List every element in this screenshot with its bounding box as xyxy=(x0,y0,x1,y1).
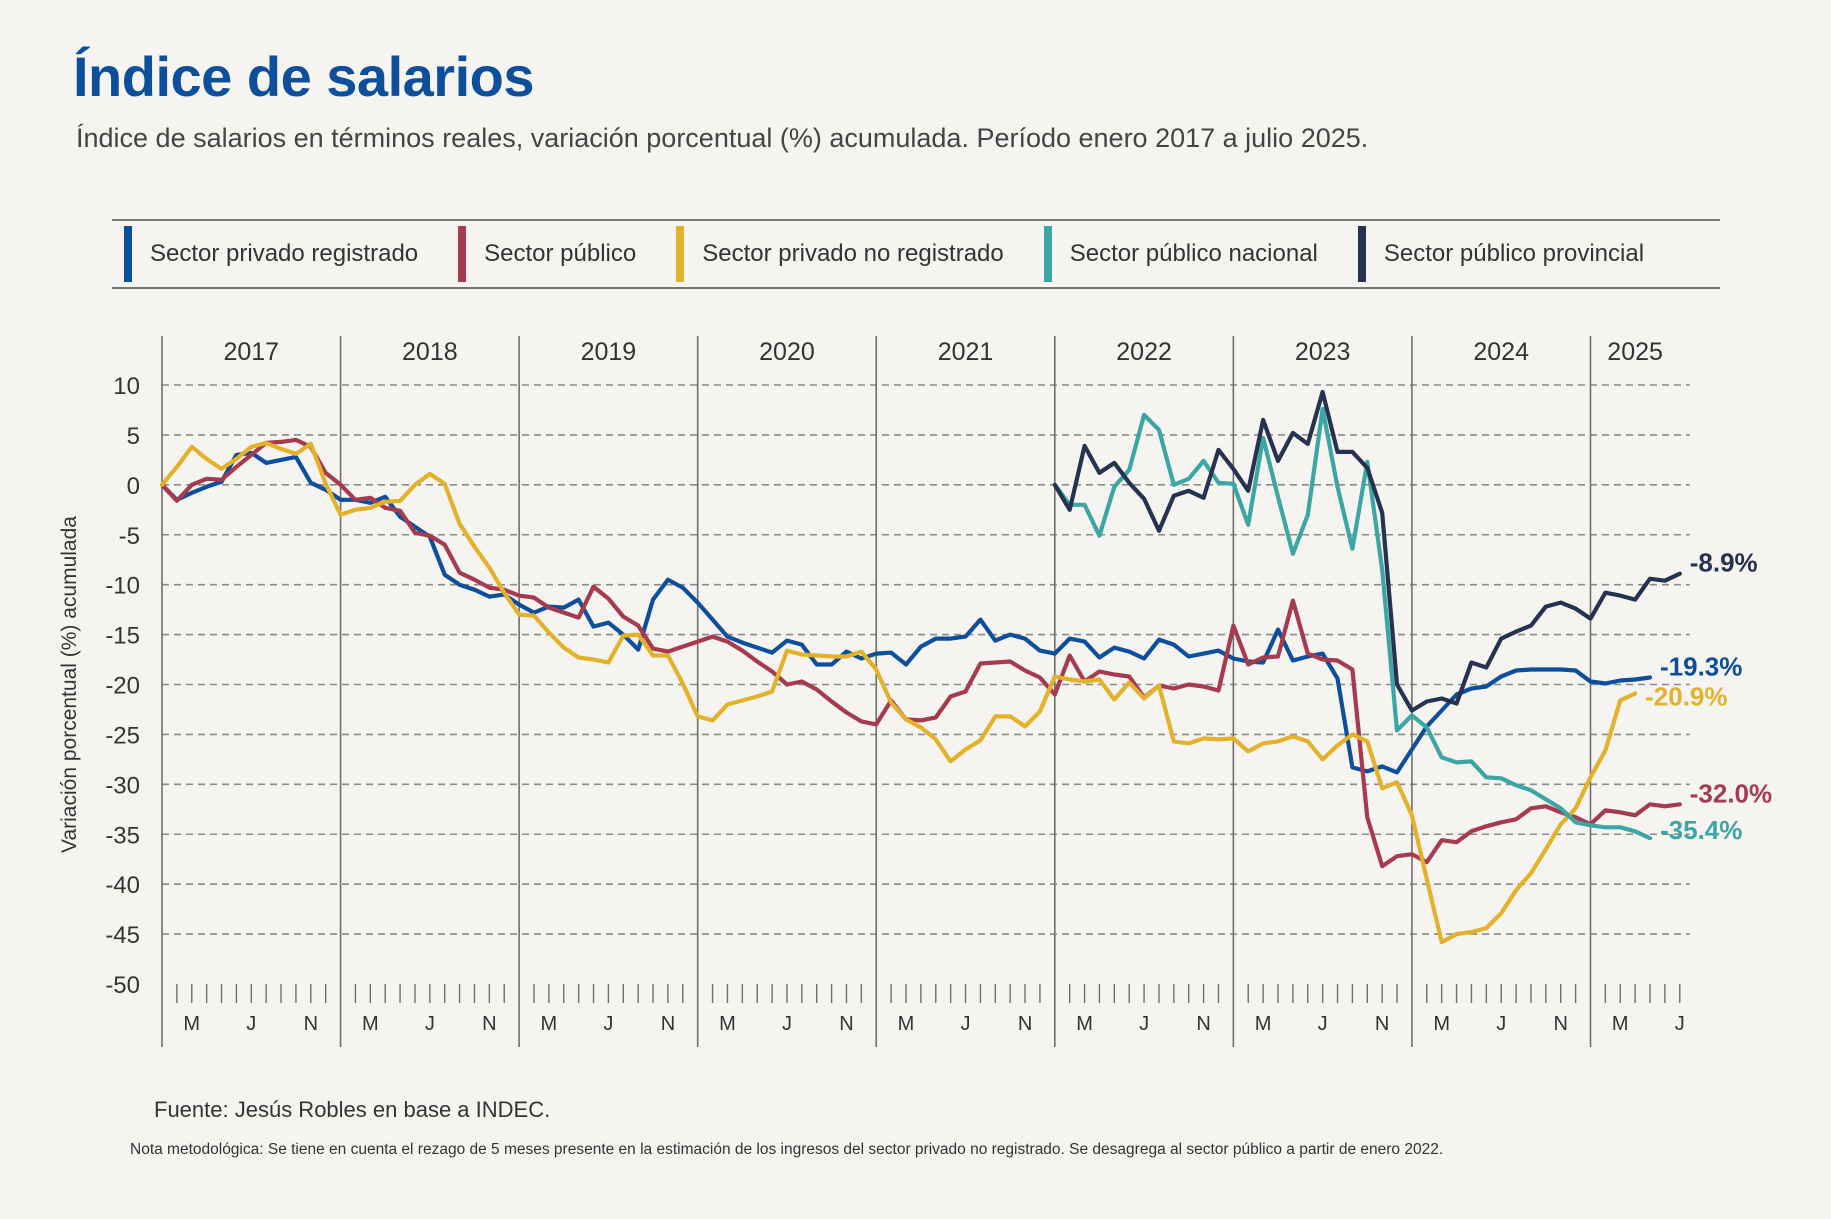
source-note: Fuente: Jesús Robles en base a INDEC. xyxy=(154,1097,551,1122)
legend-item-publico-provincial: Sector público provincial xyxy=(1357,226,1645,282)
y-tick-label: 10 xyxy=(113,373,140,400)
month-label: M xyxy=(1076,1013,1093,1035)
series-line xyxy=(1052,406,1653,841)
legend-swatch xyxy=(1043,226,1052,282)
legend-item-privado-registrado: Sector privado registrado xyxy=(124,226,418,282)
month-label: M xyxy=(1255,1013,1272,1035)
month-label: N xyxy=(1375,1013,1389,1035)
legend-label: Sector público xyxy=(484,240,637,267)
y-tick-label: -50 xyxy=(105,972,140,999)
y-axis-title: Variación porcentual (%) acumulada xyxy=(58,516,81,853)
legend: Sector privado registrado Sector público… xyxy=(112,219,1720,289)
month-label: M xyxy=(1612,1013,1629,1035)
month-label: J xyxy=(425,1013,435,1035)
month-label: J xyxy=(1496,1013,1506,1035)
year-label: 2025 xyxy=(1607,338,1663,366)
series-end-label: -32.0% xyxy=(1690,778,1772,808)
month-label: M xyxy=(719,1013,736,1035)
month-label: N xyxy=(1553,1013,1567,1035)
year-label: 2024 xyxy=(1473,338,1529,366)
legend-label: Sector público provincial xyxy=(1383,240,1645,267)
series-line xyxy=(1052,389,1682,713)
legend-swatch xyxy=(458,226,467,282)
year-label: 2017 xyxy=(223,338,279,366)
month-label: J xyxy=(246,1013,256,1035)
legend-label: Sector privado no registrado xyxy=(702,240,1004,267)
chart-title: Índice de salarios xyxy=(73,45,534,108)
y-tick-label: -10 xyxy=(105,573,140,600)
y-tick-label: -45 xyxy=(105,922,140,949)
month-label: J xyxy=(1318,1013,1328,1035)
year-label: 2019 xyxy=(581,338,637,366)
series-end-label: -35.4% xyxy=(1660,815,1742,845)
legend-swatch xyxy=(124,226,132,282)
year-label: 2020 xyxy=(759,338,815,366)
series-end-label: -8.9% xyxy=(1690,548,1758,578)
month-label: J xyxy=(1139,1013,1149,1035)
y-tick-label: -5 xyxy=(119,523,140,550)
month-label: M xyxy=(183,1013,200,1035)
year-label: 2023 xyxy=(1295,338,1351,366)
legend-item-publico: Sector público xyxy=(458,226,636,282)
chart-subtitle: Índice de salarios en términos reales, v… xyxy=(76,123,1369,153)
y-tick-label: -40 xyxy=(105,872,140,899)
legend-label: Sector público nacional xyxy=(1069,240,1318,267)
y-tick-label: -15 xyxy=(105,623,140,650)
month-label: N xyxy=(304,1013,318,1035)
legend-swatch xyxy=(1357,226,1366,282)
y-tick-label: -25 xyxy=(105,722,140,749)
legend-item-privado-no-registrado: Sector privado no registrado xyxy=(676,226,1004,282)
y-tick-label: -35 xyxy=(105,822,140,849)
month-label: M xyxy=(898,1013,915,1035)
series-end-label: -19.3% xyxy=(1660,652,1742,682)
month-label: M xyxy=(541,1013,558,1035)
legend-swatch xyxy=(676,226,685,282)
year-label: 2022 xyxy=(1116,338,1172,366)
month-label: N xyxy=(839,1013,853,1035)
year-label: 2018 xyxy=(402,338,458,366)
series-line xyxy=(159,437,1682,869)
y-tick-label: -20 xyxy=(105,673,140,700)
y-tick-label: 5 xyxy=(127,423,140,450)
legend-item-publico-nacional: Sector público nacional xyxy=(1043,226,1318,282)
month-label: J xyxy=(1675,1013,1685,1035)
methodology-note: Nota metodológica: Se tiene en cuenta el… xyxy=(130,1141,1444,1158)
series-end-label: -20.9% xyxy=(1645,681,1727,711)
month-label: N xyxy=(1018,1013,1032,1035)
month-label: J xyxy=(961,1013,971,1035)
month-label: J xyxy=(782,1013,792,1035)
y-tick-label: -30 xyxy=(105,772,140,799)
legend-label: Sector privado registrado xyxy=(150,240,419,267)
month-label: N xyxy=(661,1013,675,1035)
month-label: J xyxy=(603,1013,613,1035)
month-label: M xyxy=(362,1013,379,1035)
year-label: 2021 xyxy=(938,338,994,366)
month-label: M xyxy=(1433,1013,1450,1035)
month-label: N xyxy=(1196,1013,1210,1035)
series-line xyxy=(159,440,1638,945)
month-label: N xyxy=(482,1013,496,1035)
y-tick-label: 0 xyxy=(127,473,140,500)
